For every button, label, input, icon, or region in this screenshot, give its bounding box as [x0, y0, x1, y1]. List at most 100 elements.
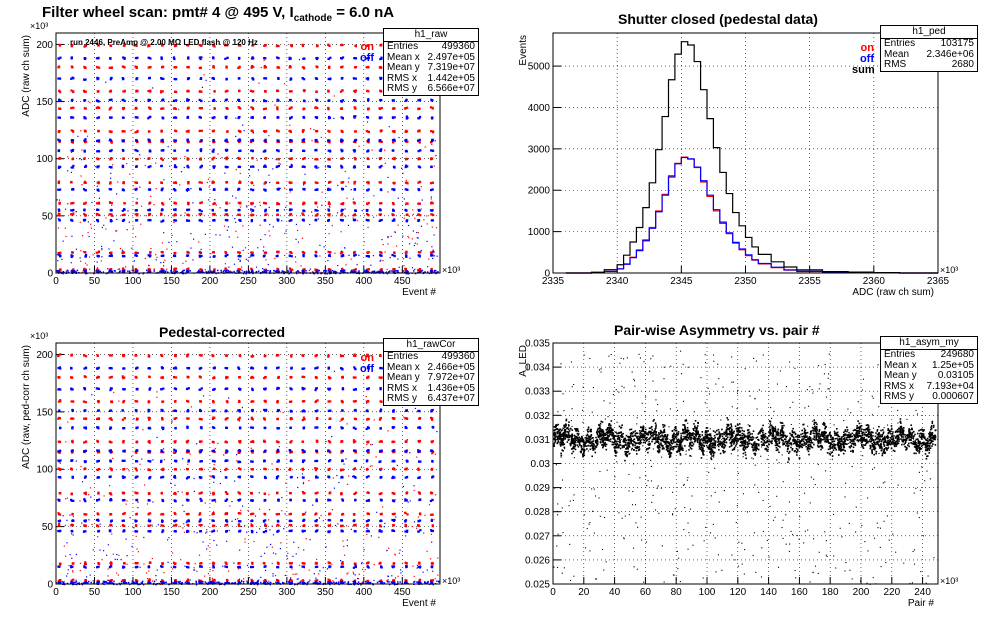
- data-point: [408, 243, 411, 245]
- data-point: [159, 270, 161, 273]
- data-point: [392, 524, 395, 527]
- data-point: [110, 450, 113, 453]
- data-point: [110, 565, 113, 568]
- data-point: [308, 269, 310, 272]
- data-point: [391, 202, 395, 205]
- data-point: [348, 254, 350, 256]
- data-point: [248, 270, 250, 272]
- data-point: [404, 417, 407, 420]
- data-point: [145, 572, 148, 574]
- data-point: [122, 56, 125, 59]
- data-point: [212, 139, 215, 142]
- data-point: [184, 155, 186, 158]
- data-point: [172, 561, 176, 564]
- data-point: [72, 417, 75, 420]
- data-point: [59, 562, 62, 565]
- data-point: [289, 467, 292, 470]
- data-point: [213, 218, 216, 222]
- data-point: [263, 77, 266, 80]
- data-point: [213, 255, 216, 258]
- data-point: [379, 513, 382, 516]
- data-point: [417, 516, 419, 518]
- data-point: [358, 254, 360, 256]
- data-point: [274, 270, 276, 272]
- data-point: [326, 272, 329, 275]
- data-point: [72, 208, 75, 212]
- data-point: [206, 529, 208, 531]
- data-point: [406, 202, 409, 205]
- data-point: [397, 270, 399, 272]
- data-point: [431, 107, 434, 110]
- data-point: [160, 77, 163, 80]
- data-point: [354, 440, 357, 443]
- data-point: [96, 267, 99, 269]
- data-point: [225, 209, 228, 212]
- data-point: [109, 181, 112, 184]
- data-point: [70, 451, 74, 454]
- data-point: [303, 99, 306, 102]
- data-point: [264, 523, 267, 526]
- data-point: [122, 524, 125, 528]
- data-point: [160, 56, 163, 59]
- data-point: [313, 272, 316, 275]
- data-point: [352, 271, 354, 274]
- data-point: [56, 269, 59, 272]
- data-point: [290, 219, 293, 222]
- data-point: [408, 237, 410, 239]
- data-point: [418, 138, 421, 141]
- data-point: [198, 98, 201, 102]
- data-point: [71, 188, 75, 191]
- data-point: [315, 166, 318, 169]
- data-point: [199, 140, 202, 143]
- data-point: [57, 388, 60, 391]
- data-point: [225, 271, 228, 274]
- data-point: [367, 561, 370, 564]
- data-point: [83, 208, 86, 211]
- data-point: [237, 129, 241, 132]
- data-point: [83, 45, 86, 48]
- data-point: [112, 215, 114, 217]
- data-point: [70, 353, 74, 356]
- data-point: [83, 498, 86, 501]
- data-point: [314, 400, 317, 404]
- data-point: [405, 98, 408, 101]
- data-point: [70, 529, 73, 533]
- data-point: [97, 57, 100, 60]
- data-point: [393, 156, 396, 160]
- data-point: [224, 263, 226, 265]
- data-point: [289, 191, 291, 193]
- data-point: [65, 498, 67, 500]
- data-point: [341, 116, 344, 120]
- data-point: [95, 202, 99, 205]
- data-point: [365, 218, 368, 222]
- data-point: [350, 189, 352, 191]
- data-point: [391, 213, 394, 216]
- data-point: [276, 267, 279, 270]
- data-point: [213, 409, 216, 412]
- data-point: [393, 181, 396, 184]
- data-point: [259, 224, 261, 226]
- data-point: [283, 83, 286, 85]
- data-point: [289, 78, 292, 81]
- data-point: [121, 164, 124, 167]
- data-point: [198, 388, 201, 391]
- data-point: [430, 213, 434, 216]
- data-point: [361, 210, 363, 212]
- data-point: [365, 66, 368, 69]
- data-point: [88, 235, 90, 238]
- data-point: [264, 77, 267, 80]
- data-point: [147, 459, 150, 463]
- data-point: [430, 253, 433, 256]
- data-point: [186, 149, 189, 152]
- data-point: [159, 565, 163, 568]
- data-point: [183, 531, 186, 533]
- data-point: [353, 562, 357, 565]
- data-point: [373, 270, 376, 272]
- data-point: [180, 171, 183, 173]
- data-point: [122, 106, 126, 110]
- data-point: [108, 367, 111, 370]
- data-point: [192, 238, 195, 240]
- data-point: [301, 212, 304, 215]
- data-point: [340, 418, 343, 421]
- data-point: [289, 202, 292, 205]
